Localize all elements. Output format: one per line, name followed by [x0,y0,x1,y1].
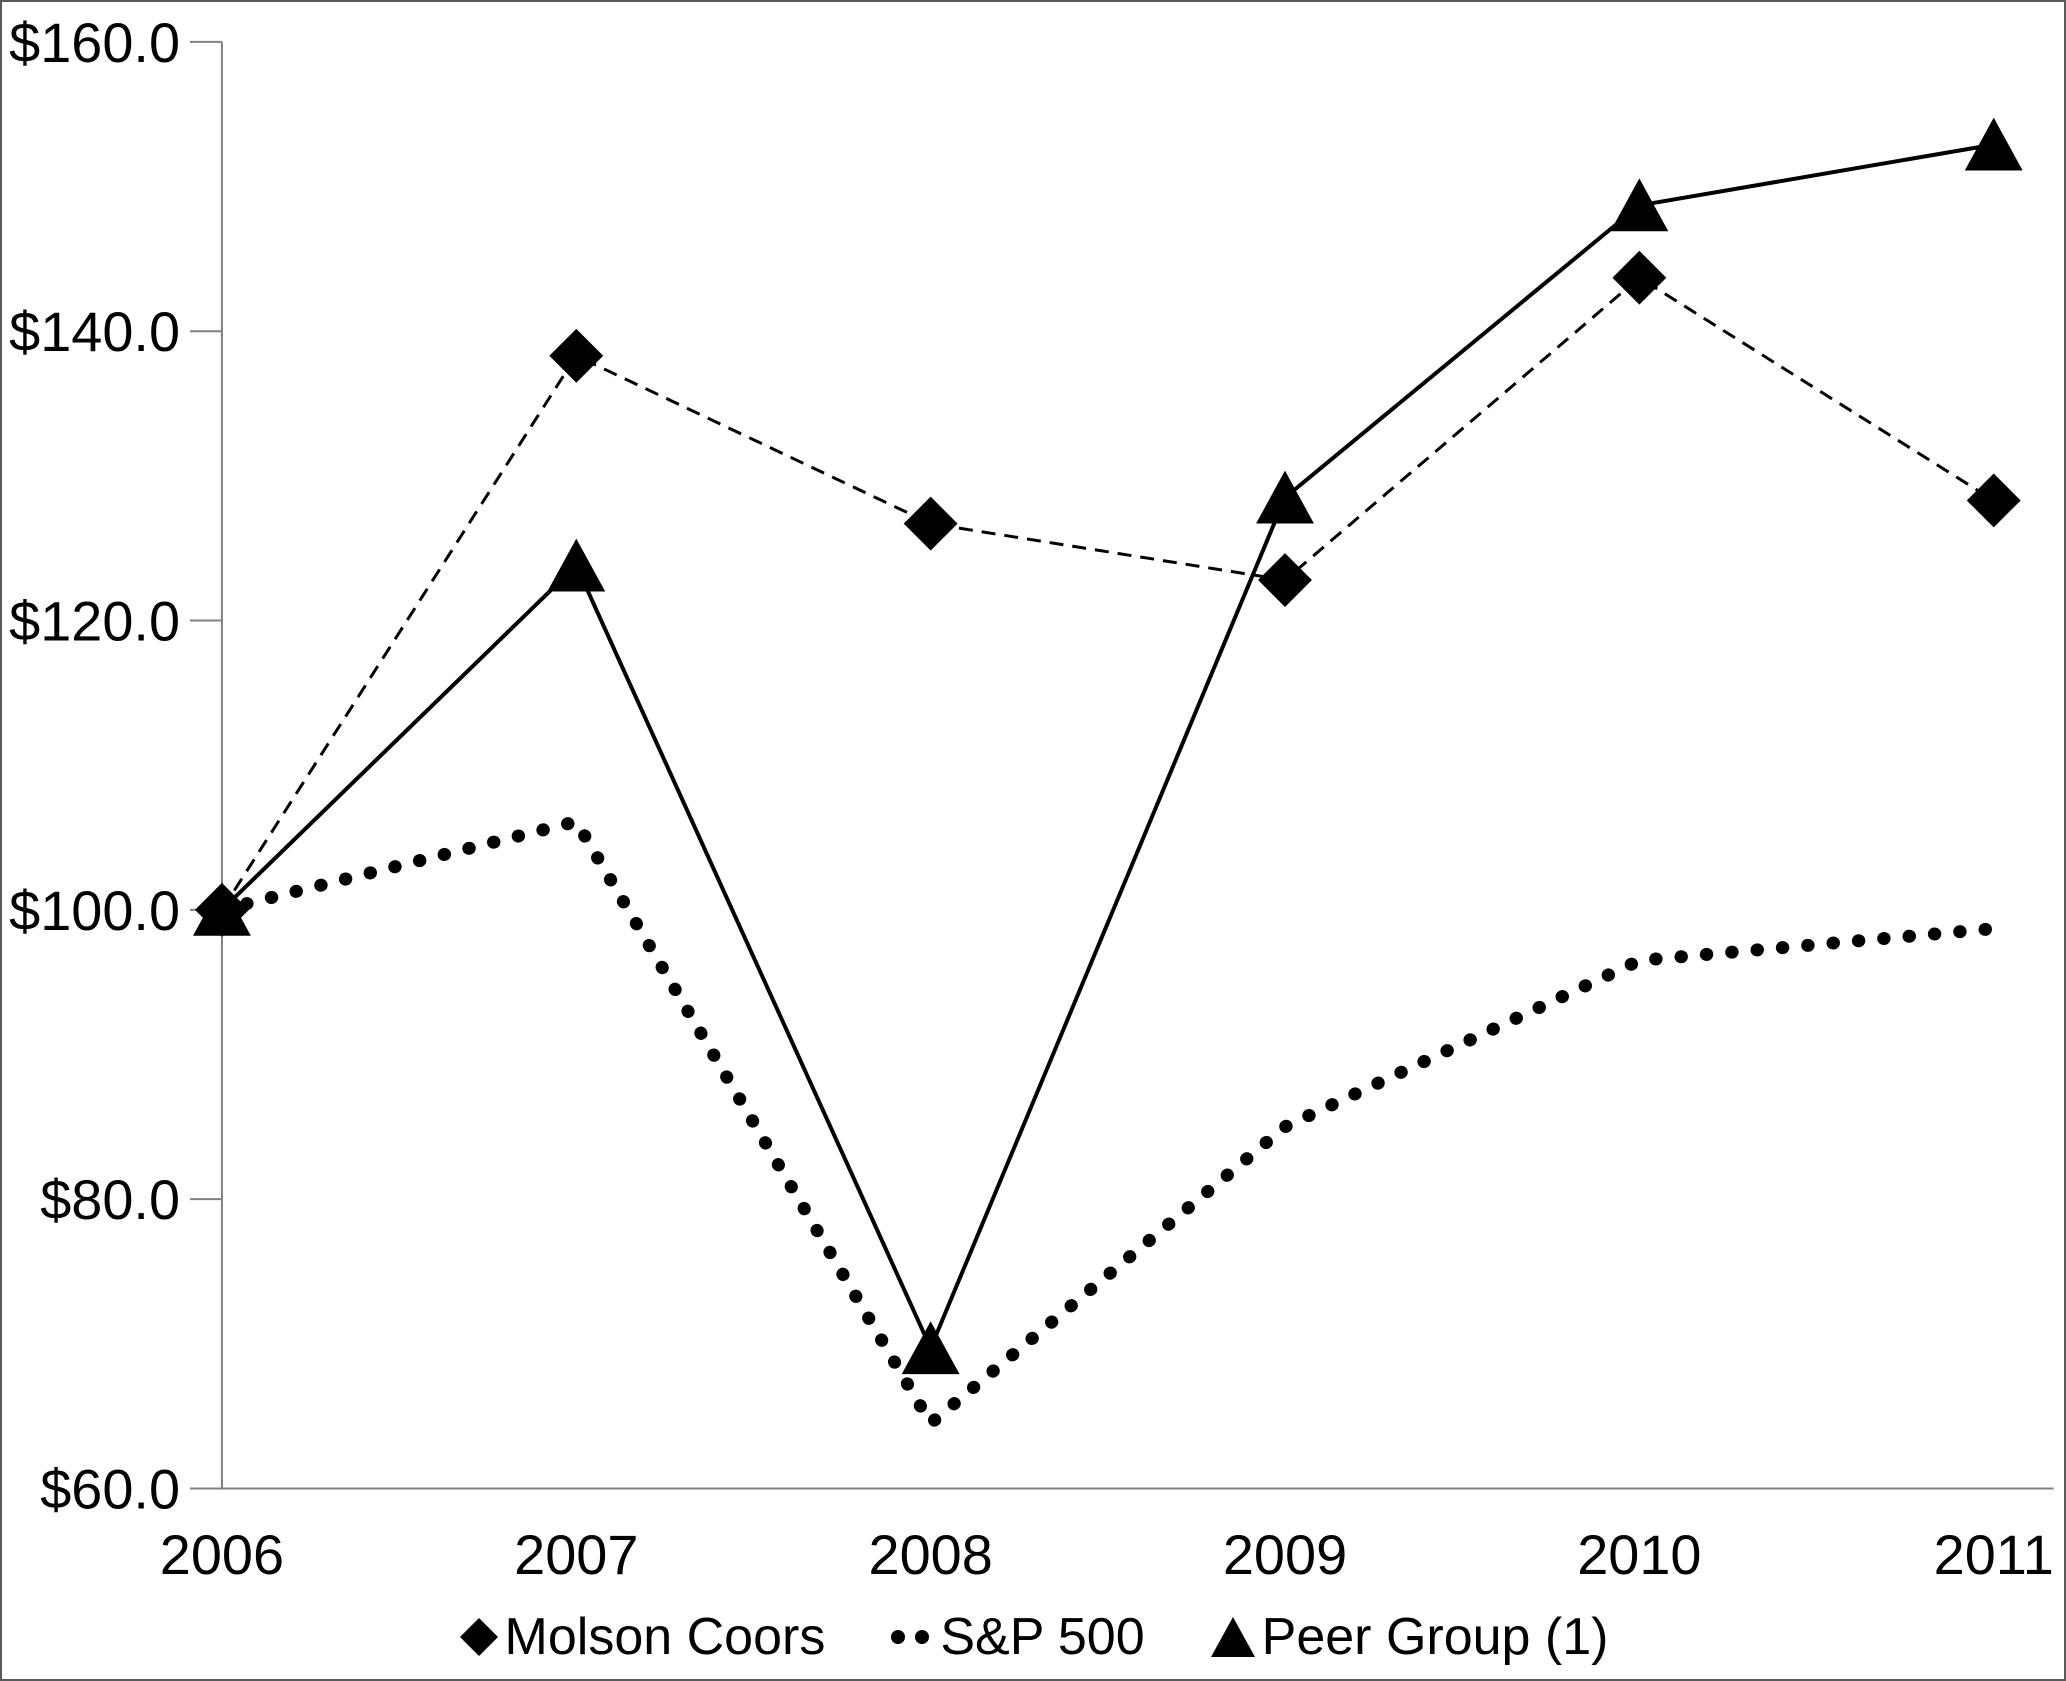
triangle-marker-icon [1210,1617,1255,1657]
series-line-molson-coors [220,275,1995,911]
data-point-diamond-molson-coors [903,496,958,551]
x-tick-label: 2008 [869,1523,993,1586]
y-tick-label: $60.0 [40,1457,180,1520]
data-point-triangle-peer-group-1 [901,1321,960,1375]
y-tick-label: $140.0 [9,300,180,363]
x-tick-label: 2009 [1223,1523,1347,1586]
data-point-triangle-peer-group-1 [547,538,606,592]
series-line-s-p-500 [215,814,2001,1434]
legend-label-molson-coors: Molson Coors [504,1608,826,1666]
legend-item-sp-500: S&P 500 [889,1608,1145,1666]
legend-label-sp-500: S&P 500 [940,1608,1145,1666]
y-tick-label: $160.0 [9,11,180,74]
y-tick-label: $80.0 [40,1168,180,1231]
x-tick-label: 2011 [1934,1523,2054,1586]
data-point-triangle-peer-group-1 [1964,117,2023,171]
dotted-line-icon [891,1630,930,1644]
data-point-triangle-peer-group-1 [1610,178,1669,232]
x-tick-label: 2010 [1577,1523,1701,1586]
data-point-diamond-molson-coors [1612,250,1667,305]
data-point-diamond-molson-coors [1966,473,2021,528]
legend-item-molson-coors: Molson Coors [458,1608,826,1666]
diamond-marker-icon [459,1618,498,1656]
legend-label-peer-group: Peer Group (1) [1261,1608,1609,1666]
x-tick-label: 2007 [514,1523,638,1586]
data-point-diamond-molson-coors [1258,553,1312,607]
y-tick-label: $120.0 [9,589,180,652]
y-tick-label: $100.0 [9,879,180,942]
x-tick-label: 2006 [160,1523,284,1586]
data-point-triangle-peer-group-1 [193,882,251,936]
data-point-triangle-peer-group-1 [1256,470,1314,524]
data-point-diamond-molson-coors [549,328,604,383]
legend-item-peer-group: Peer Group (1) [1209,1608,1609,1666]
chart-legend: Molson Coors S&P 500 Peer Group (1) [2,1611,2064,1663]
series-line-peer-group-1 [220,142,1995,1354]
